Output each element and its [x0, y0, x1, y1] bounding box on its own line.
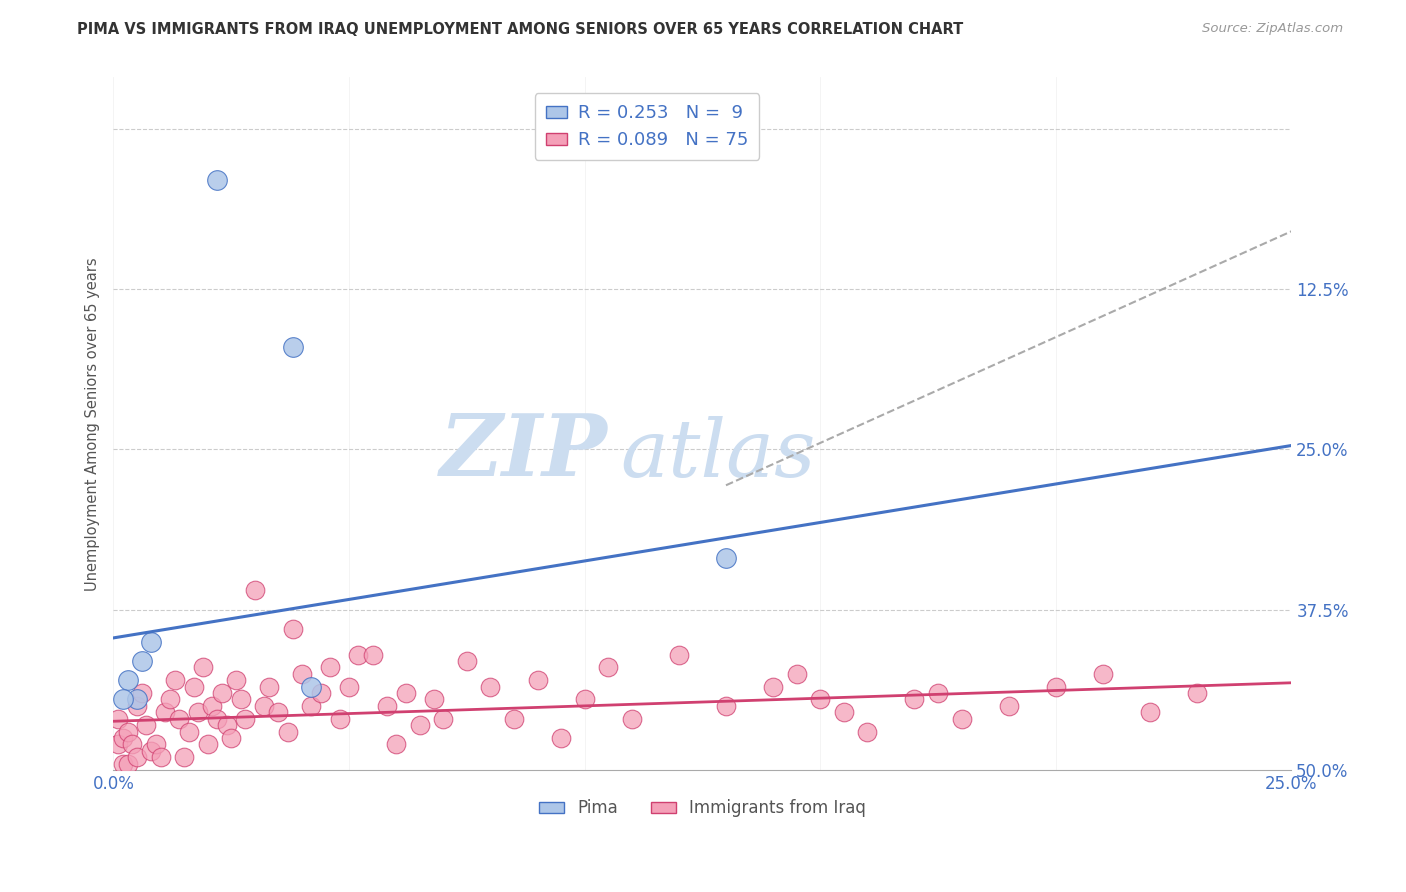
- Point: [277, 724, 299, 739]
- Point: [125, 750, 148, 764]
- Point: [117, 756, 139, 771]
- Point: [125, 698, 148, 713]
- Point: [243, 583, 266, 598]
- Point: [329, 712, 352, 726]
- Point: [205, 173, 228, 187]
- Point: [423, 692, 446, 706]
- Point: [107, 712, 129, 726]
- Point: [762, 680, 785, 694]
- Y-axis label: Unemployment Among Seniors over 65 years: Unemployment Among Seniors over 65 years: [86, 257, 100, 591]
- Point: [394, 686, 416, 700]
- Point: [225, 673, 247, 688]
- Point: [163, 673, 186, 688]
- Point: [131, 654, 153, 668]
- Point: [479, 680, 502, 694]
- Point: [235, 712, 257, 726]
- Point: [503, 712, 526, 726]
- Point: [950, 712, 973, 726]
- Point: [117, 673, 139, 688]
- Point: [319, 660, 342, 674]
- Point: [927, 686, 949, 700]
- Text: Source: ZipAtlas.com: Source: ZipAtlas.com: [1202, 22, 1343, 36]
- Point: [281, 340, 304, 354]
- Point: [169, 712, 191, 726]
- Text: PIMA VS IMMIGRANTS FROM IRAQ UNEMPLOYMENT AMONG SENIORS OVER 65 YEARS CORRELATIO: PIMA VS IMMIGRANTS FROM IRAQ UNEMPLOYMEN…: [77, 22, 963, 37]
- Point: [620, 712, 643, 726]
- Text: ZIP: ZIP: [440, 409, 609, 493]
- Point: [281, 622, 304, 636]
- Point: [197, 737, 219, 751]
- Point: [786, 666, 808, 681]
- Point: [229, 692, 252, 706]
- Point: [291, 666, 314, 681]
- Point: [1045, 680, 1067, 694]
- Point: [997, 698, 1019, 713]
- Point: [1139, 706, 1161, 720]
- Point: [107, 737, 129, 751]
- Point: [111, 731, 134, 745]
- Point: [456, 654, 478, 668]
- Point: [385, 737, 408, 751]
- Point: [714, 698, 737, 713]
- Point: [903, 692, 925, 706]
- Point: [177, 724, 200, 739]
- Point: [550, 731, 572, 745]
- Point: [574, 692, 596, 706]
- Point: [526, 673, 548, 688]
- Point: [1091, 666, 1114, 681]
- Legend: Pima, Immigrants from Iraq: Pima, Immigrants from Iraq: [531, 793, 873, 824]
- Point: [187, 706, 209, 720]
- Point: [121, 737, 143, 751]
- Point: [337, 680, 360, 694]
- Point: [432, 712, 454, 726]
- Point: [347, 648, 370, 662]
- Point: [173, 750, 195, 764]
- Point: [1185, 686, 1208, 700]
- Point: [201, 698, 224, 713]
- Point: [409, 718, 432, 732]
- Point: [309, 686, 332, 700]
- Point: [149, 750, 172, 764]
- Point: [668, 648, 690, 662]
- Point: [131, 686, 153, 700]
- Point: [145, 737, 167, 751]
- Point: [205, 712, 228, 726]
- Point: [253, 698, 276, 713]
- Point: [808, 692, 831, 706]
- Point: [375, 698, 398, 713]
- Point: [191, 660, 214, 674]
- Point: [111, 692, 134, 706]
- Point: [361, 648, 384, 662]
- Point: [135, 718, 157, 732]
- Text: atlas: atlas: [620, 417, 815, 493]
- Point: [159, 692, 181, 706]
- Point: [141, 634, 163, 648]
- Point: [117, 724, 139, 739]
- Point: [183, 680, 205, 694]
- Point: [155, 706, 177, 720]
- Point: [219, 731, 242, 745]
- Point: [832, 706, 855, 720]
- Point: [211, 686, 233, 700]
- Point: [299, 680, 322, 694]
- Point: [125, 692, 148, 706]
- Point: [111, 756, 134, 771]
- Point: [257, 680, 280, 694]
- Point: [299, 698, 322, 713]
- Point: [141, 744, 163, 758]
- Point: [215, 718, 238, 732]
- Point: [598, 660, 620, 674]
- Point: [714, 551, 737, 566]
- Point: [856, 724, 879, 739]
- Point: [267, 706, 290, 720]
